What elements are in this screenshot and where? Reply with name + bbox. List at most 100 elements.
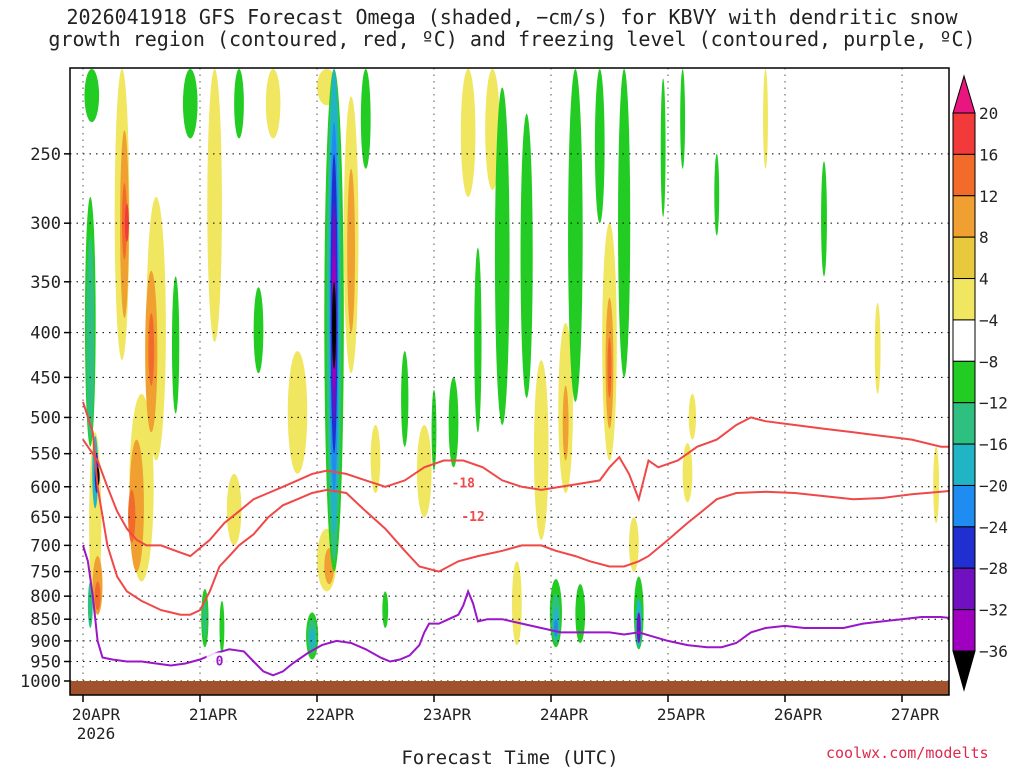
omega-shade-pos4 (287, 351, 308, 474)
colorbar-label: −20 (979, 476, 1008, 495)
pressure-axis: 2503003504004505005506006507007508008509… (20, 145, 70, 692)
colorbar-swatch (952, 360, 976, 404)
plot-frame (69, 67, 950, 696)
y-tick-label: 900 (30, 632, 61, 652)
colorbar-label: −16 (979, 435, 1008, 454)
omega-shade-neg12 (86, 235, 95, 440)
omega-shade-pos4 (226, 473, 242, 546)
omega-shade-neg28 (636, 612, 641, 644)
y-tick-label: 850 (30, 610, 61, 630)
x-tick-label: 27APR (891, 705, 940, 724)
y-tick-label: 750 (30, 563, 61, 583)
chart-title: 2026041918 GFS Forecast Omega (shaded, −… (0, 6, 1024, 50)
omega-shade-pos4 (460, 69, 476, 197)
y-tick-label: 450 (30, 368, 61, 388)
omega-shade-pos4 (688, 393, 697, 440)
colorbar-swatch (952, 402, 976, 445)
omega-shade-pos16 (332, 0, 336, 4)
colorbar-label: −24 (979, 518, 1008, 537)
dgz-minus18-contour (82, 416, 949, 558)
y-tick-label: 800 (30, 587, 61, 607)
omega-shade-pos4 (265, 69, 281, 139)
omega-shade-neg12 (105, 51, 110, 57)
omega-shade-neg8 (448, 377, 459, 468)
omega-shade-neg8 (219, 600, 225, 654)
omega-shade-neg8 (182, 69, 198, 139)
omega-shade-neg16 (309, 628, 316, 650)
colorbar-swatch (952, 153, 976, 197)
omega-shade-pos16 (124, 203, 129, 242)
omega-shade-pos8 (347, 168, 356, 333)
omega-shade-pos4 (485, 69, 500, 191)
chart-title-line-2: growth region (contoured, red, ºC) and f… (48, 27, 976, 51)
omega-shade-neg8 (821, 161, 827, 277)
contour-layer: -12 -18 0 (82, 401, 949, 677)
omega-shade-neg8 (660, 78, 666, 217)
colorbar-label: −32 (979, 601, 1008, 620)
y-tick-label: 300 (30, 214, 61, 234)
colorbar-swatch (952, 278, 976, 321)
omega-shade-pos4 (874, 302, 881, 394)
colorbar-top-arrow (952, 74, 976, 114)
omega-shade-pos12 (94, 581, 101, 611)
omega-shade-neg8 (594, 69, 605, 224)
y-tick-label: 950 (30, 652, 61, 672)
colorbar-swatch (952, 195, 976, 238)
dgz-minus12-contour (82, 401, 949, 616)
freezing-level-contour (82, 545, 949, 677)
x-axis-year-label: 2026 (77, 724, 116, 743)
omega-shade-neg8 (680, 69, 686, 169)
omega-shade-pos8 (326, 56, 338, 62)
omega-shade-pos4 (682, 443, 693, 503)
y-tick-label: 700 (30, 536, 61, 556)
omega-shade-neg8 (234, 69, 244, 139)
y-tick-label: 400 (30, 324, 61, 344)
omega-shade-pos4 (533, 360, 549, 540)
x-tick-label: 25APR (657, 705, 706, 724)
y-tick-label: 250 (30, 145, 61, 165)
colorbar-label: −8 (979, 352, 998, 371)
freezing-level-contour-label: 0 (216, 654, 224, 669)
omega-shade-neg8 (401, 351, 409, 447)
omega-shade-pos4 (416, 424, 432, 518)
omega-shade-neg8 (618, 69, 631, 378)
time-axis: 20APR 21APR 22APR 23APR 24APR 25APR 26APR 27APR (72, 695, 940, 724)
colorbar-label: 12 (979, 187, 998, 206)
omega-colorbar: 20 16 12 8 4 −4 −8 −12 −16 −20 −24 −28 −32 −36 (952, 74, 1008, 692)
omega-shade-pos12 (122, 183, 127, 260)
x-tick-label: 21APR (189, 705, 238, 724)
ground-terrain-bar (70, 681, 949, 695)
omega-shade-neg8 (568, 69, 583, 402)
omega-shade-pos4 (763, 69, 768, 169)
omega-shade-pos4 (512, 561, 522, 646)
colorbar-swatch (952, 319, 976, 362)
dgz-minus18-contour-label-bg (450, 474, 477, 491)
omega-shade-neg8 (520, 113, 533, 398)
colorbar-label: 20 (979, 104, 998, 123)
credit-link[interactable]: coolwx.com/modelts (826, 744, 989, 762)
omega-shade-neg8 (382, 591, 389, 629)
y-tick-label: 1000 (20, 672, 61, 692)
omega-shade-neg12 (202, 598, 207, 639)
colorbar-bottom-arrow (952, 650, 976, 692)
colorbar-swatch (952, 609, 976, 652)
x-tick-label: 23APR (423, 705, 472, 724)
omega-shade-pos12 (330, 29, 337, 35)
x-tick-label: 20APR (72, 705, 121, 724)
omega-shade-neg8 (360, 69, 371, 169)
y-tick-label: 600 (30, 478, 61, 498)
dgz-minus12-contour-label: -12 (461, 510, 484, 525)
colorbar-swatch (952, 567, 976, 611)
colorbar-label: 4 (979, 270, 989, 289)
omega-shade-pos4 (629, 517, 639, 572)
colorbar-label: −12 (979, 394, 1008, 413)
chart-title-line-1: 2026041918 GFS Forecast Omega (shaded, −… (66, 5, 958, 29)
colorbar-swatch (952, 236, 976, 280)
dgz-minus12-contour-label-bg (460, 508, 486, 525)
omega-shade-pos12 (148, 313, 155, 386)
omega-shade-pos8 (562, 385, 569, 461)
y-tick-label: 650 (30, 508, 61, 528)
omega-shade-neg8 (84, 69, 100, 123)
omega-shade-pos4 (933, 446, 940, 523)
